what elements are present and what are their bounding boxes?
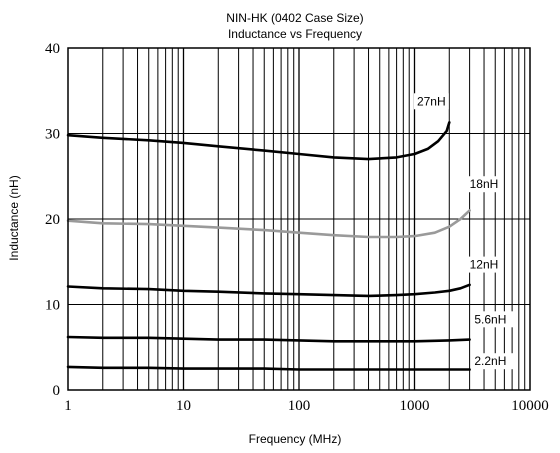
series-label-4: 2.2nH bbox=[474, 354, 506, 368]
x-axis-label: Frequency (MHz) bbox=[249, 432, 342, 446]
x-tick-label-4: 10000 bbox=[511, 398, 549, 414]
series-labels: 27nH 18nH 12nH 5.6nH 2.2nH bbox=[413, 93, 514, 370]
x-tick-label-0: 1 bbox=[64, 398, 72, 414]
series-label-bg bbox=[471, 353, 514, 370]
y-tick-label-1: 10 bbox=[45, 298, 60, 314]
y-tick-label-0: 0 bbox=[53, 383, 61, 399]
series-label-2: 12nH bbox=[470, 258, 499, 272]
series-line-4 bbox=[66, 365, 471, 371]
x-tick-label-2: 100 bbox=[288, 398, 311, 414]
y-tick-label-2: 20 bbox=[45, 212, 60, 228]
series-label-bg bbox=[413, 93, 449, 110]
y-tick-label-4: 40 bbox=[45, 41, 60, 57]
series-line-2 bbox=[66, 283, 471, 298]
series-line-1 bbox=[66, 209, 471, 239]
x-tick-label-1: 10 bbox=[176, 398, 191, 414]
series-label-0: 27nH bbox=[417, 94, 446, 108]
plot-frame bbox=[67, 47, 531, 391]
series-label-bg bbox=[466, 256, 502, 273]
series-line-0 bbox=[66, 121, 451, 161]
series-label-bg bbox=[466, 176, 502, 193]
tick-labels: 1 10 100 1000 10000 0 10 20 30 40 bbox=[45, 41, 549, 414]
y-tick-label-3: 30 bbox=[45, 127, 60, 143]
grid bbox=[68, 48, 530, 390]
series-label-bg bbox=[471, 311, 514, 328]
series-lines bbox=[66, 121, 471, 371]
series-line-3 bbox=[66, 335, 471, 343]
chart-title: NIN-HK (0402 Case Size) bbox=[226, 11, 363, 25]
series-label-3: 5.6nH bbox=[474, 312, 506, 326]
chart-subtitle: Inductance vs Frequency bbox=[228, 27, 362, 41]
series-label-1: 18nH bbox=[470, 177, 499, 191]
y-axis-label: Inductance (nH) bbox=[7, 175, 21, 260]
x-tick-label-3: 1000 bbox=[400, 398, 430, 414]
